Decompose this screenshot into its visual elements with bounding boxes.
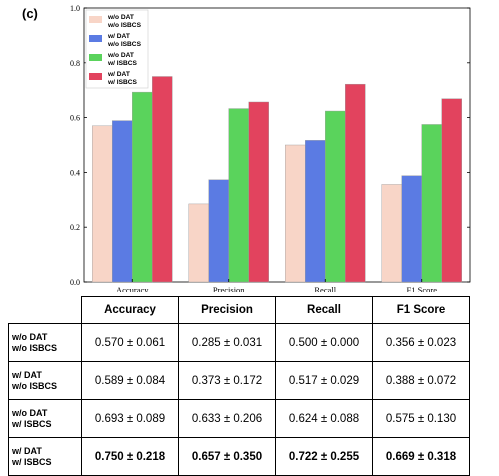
table-cell: 0.373 ± 0.172 [178, 361, 276, 400]
bar-chart: 0.0 0.2 0.4 0.6 0.8 1.0 Accuracy Precision Recal… [70, 4, 471, 292]
bar [421, 124, 442, 283]
bar [92, 125, 113, 283]
plot-frame [83, 7, 471, 283]
legend-label: w/ ISBCS [107, 79, 138, 86]
row-label-line: w/ DAT [12, 445, 42, 456]
table-cell: 0.657 ± 0.350 [178, 437, 276, 476]
table-cell: 0.722 ± 0.255 [275, 437, 373, 476]
bar [401, 175, 422, 283]
bar [305, 140, 326, 283]
legend-swatch [89, 54, 102, 61]
table-cell: 0.570 ± 0.061 [81, 323, 179, 362]
bar [285, 144, 306, 283]
x-tick-label: Accuracy [116, 285, 149, 292]
table-header: F1 Score [372, 296, 470, 324]
row-label: w/o DAT w/ ISBCS [8, 399, 82, 438]
table-cell: 0.693 ± 0.089 [81, 399, 179, 438]
y-tick-label: 0.0 [70, 278, 80, 287]
legend-label: w/ ISBCS [107, 60, 138, 67]
row-label-line: w/o DAT [12, 331, 48, 342]
bar [132, 91, 153, 283]
table-cell: 0.285 ± 0.031 [178, 323, 276, 362]
table-cell: 0.517 ± 0.029 [275, 361, 373, 400]
table-cell: 0.356 ± 0.023 [372, 323, 470, 362]
table-cell: 0.388 ± 0.072 [372, 361, 470, 400]
table-cell: 0.633 ± 0.206 [178, 399, 276, 438]
panel-label: (c) [22, 6, 38, 21]
bar [152, 76, 173, 283]
table-row: w/o DAT w/o ISBCS 0.570 ± 0.061 0.285 ± … [8, 323, 470, 362]
legend-swatch [89, 73, 102, 80]
table-row: w/o DAT w/ ISBCS 0.693 ± 0.089 0.633 ± 0… [8, 399, 470, 438]
table-header: Recall [275, 296, 373, 324]
bar [188, 203, 209, 283]
table-cell: 0.589 ± 0.084 [81, 361, 179, 400]
bar [345, 83, 366, 283]
bar [112, 120, 133, 283]
table-header: Precision [178, 296, 276, 324]
row-label: w/o DAT w/o ISBCS [8, 323, 82, 362]
table-cell: 0.669 ± 0.318 [372, 437, 470, 476]
legend-label: w/o DAT [107, 52, 134, 59]
table-header-row: Accuracy Precision Recall F1 Score [8, 296, 470, 324]
y-tick-label: 1.0 [70, 4, 80, 13]
legend-label: w/o ISBCS [107, 22, 142, 29]
table-cell: 0.624 ± 0.088 [275, 399, 373, 438]
row-label-line: w/ DAT [12, 369, 42, 380]
legend-label: w/o DAT [107, 14, 134, 21]
table-header: Accuracy [81, 296, 179, 324]
row-label: w/ DAT w/o ISBCS [8, 361, 82, 400]
x-tick-label: F1 Score [407, 285, 438, 292]
table-row: w/ DAT w/ ISBCS 0.750 ± 0.218 0.657 ± 0.… [8, 437, 470, 476]
y-tick-label: 0.4 [70, 168, 80, 177]
legend-label: w/ DAT [107, 33, 130, 40]
bar [325, 110, 346, 283]
row-label-line: w/ ISBCS [12, 456, 52, 467]
bar [208, 179, 229, 283]
table-cell: 0.750 ± 0.218 [81, 437, 179, 476]
bar [381, 184, 402, 283]
row-label-line: w/o ISBCS [12, 380, 58, 391]
table-cell: 0.500 ± 0.000 [275, 323, 373, 362]
x-tick-label: Precision [213, 285, 245, 292]
bar [441, 98, 462, 283]
legend-label: w/o ISBCS [107, 41, 142, 48]
bar [228, 108, 249, 283]
x-tick-label: Recall [314, 285, 336, 292]
table-row: w/ DAT w/o ISBCS 0.589 ± 0.084 0.373 ± 0… [8, 361, 470, 400]
y-tick-label: 0.2 [70, 223, 80, 232]
row-label-line: w/ ISBCS [12, 418, 52, 429]
legend-swatch [89, 35, 102, 42]
table-cell: 0.575 ± 0.130 [372, 399, 470, 438]
results-table: Accuracy Precision Recall F1 Score w/o D… [8, 296, 470, 476]
y-tick-label: 0.6 [70, 114, 80, 123]
legend-label: w/ DAT [107, 71, 130, 78]
row-label-line: w/o DAT [12, 407, 48, 418]
y-tick-label: 0.8 [70, 59, 80, 68]
table-corner [8, 296, 82, 324]
legend-swatch [89, 16, 102, 23]
bar [248, 101, 269, 283]
row-label-line: w/o ISBCS [12, 342, 58, 353]
row-label: w/ DAT w/ ISBCS [8, 437, 82, 476]
